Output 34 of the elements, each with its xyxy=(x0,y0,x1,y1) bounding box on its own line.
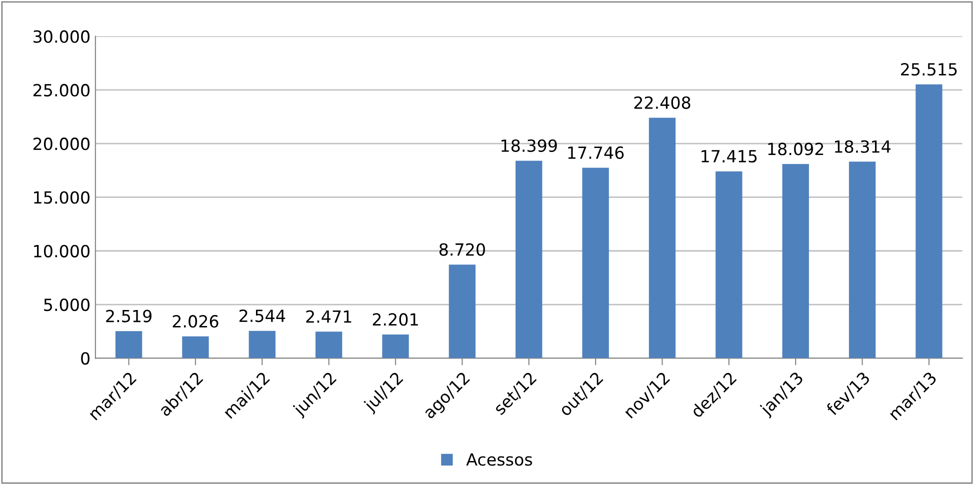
bar xyxy=(916,84,942,358)
bar xyxy=(115,331,142,358)
data-label: 22.408 xyxy=(634,96,690,109)
bar xyxy=(248,330,276,358)
y-tick-label: 0 xyxy=(81,352,90,365)
bar xyxy=(582,168,609,358)
y-tick-label: 15.000 xyxy=(34,191,90,204)
y-tick-label: 25.000 xyxy=(33,84,90,97)
y-tick-label: 10.000 xyxy=(34,244,90,258)
data-label: 25.515 xyxy=(901,63,957,76)
data-label: 2.026 xyxy=(172,315,218,328)
data-label: 2.471 xyxy=(306,310,352,323)
y-tick-label: 30.000 xyxy=(34,30,90,43)
bar xyxy=(448,264,476,358)
data-label: 17.746 xyxy=(568,146,624,159)
data-label: 2.519 xyxy=(106,310,152,322)
data-label: 18.399 xyxy=(502,139,557,152)
legend-label: Acessos xyxy=(466,453,532,466)
y-tick-label: 5.000 xyxy=(44,298,90,312)
y-tick-label: 20.000 xyxy=(33,138,90,150)
bar xyxy=(782,164,809,358)
bar xyxy=(848,162,876,358)
data-label: 2.201 xyxy=(372,313,418,326)
bar xyxy=(516,160,542,358)
data-label: 18.092 xyxy=(768,142,824,156)
bar xyxy=(382,334,409,358)
data-label: 2.544 xyxy=(240,309,286,322)
bar xyxy=(182,336,209,358)
data-label: 8.720 xyxy=(439,243,485,256)
bar xyxy=(316,332,342,358)
bar xyxy=(716,171,742,358)
data-label: 17.415 xyxy=(702,150,757,163)
bar xyxy=(648,118,676,358)
data-label: 18.314 xyxy=(834,140,891,153)
